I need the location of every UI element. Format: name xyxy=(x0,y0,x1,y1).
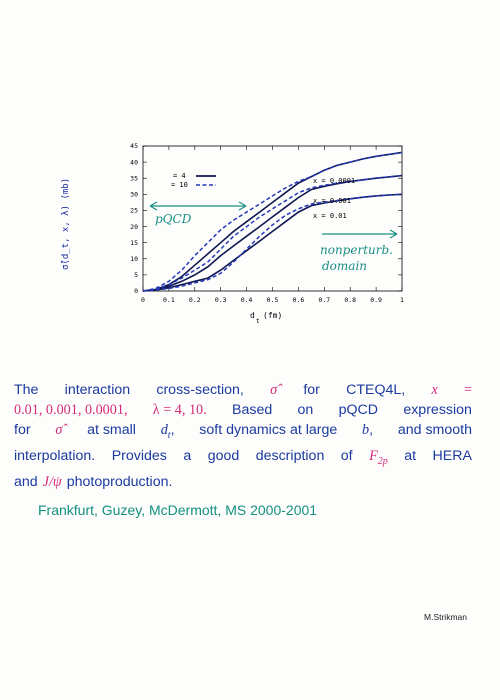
y-tick-label: 25 xyxy=(130,207,138,215)
caption-word: photoproduction. xyxy=(66,473,173,490)
caption-word: expression xyxy=(403,402,472,418)
x-tick-label: 1 xyxy=(400,296,404,304)
caption-word: CTEQ4L, xyxy=(346,382,406,398)
y-tick-label: 45 xyxy=(130,142,138,150)
caption-word: cross-section, xyxy=(156,382,244,398)
caption-word: a xyxy=(183,447,192,464)
caption-paragraph: The interaction cross-section, σ̂ for CT… xyxy=(14,380,472,492)
f2p-symbol: F xyxy=(369,447,378,464)
nonperturb-arrow xyxy=(322,229,398,239)
caption-word: and smooth xyxy=(397,422,472,438)
caption-line-2: 0.01, 0.001, 0.0001, λ = 4, 10. Based on… xyxy=(14,400,472,420)
y-tick-label: 35 xyxy=(130,174,138,182)
pqcd-arrow xyxy=(149,201,247,211)
x-tick-label: 0.6 xyxy=(293,296,305,304)
caption-word: Provides xyxy=(111,447,167,464)
y-tick-label: 20 xyxy=(130,223,138,231)
caption-word: interpolation. xyxy=(14,447,96,464)
caption-line-1: The interaction cross-section, σ̂ for CT… xyxy=(14,380,472,400)
caption-word: on xyxy=(297,402,314,418)
caption-word: , xyxy=(170,422,175,438)
x-axis-label-unit: (fm) xyxy=(263,311,282,320)
dashed-curve xyxy=(142,193,403,292)
caption-word: HERA xyxy=(432,447,472,464)
dt-subscript: t xyxy=(167,429,171,441)
x-axis-label-sub: t xyxy=(256,318,260,325)
legend-label: = 4 xyxy=(173,172,186,180)
caption-word: for xyxy=(303,382,320,398)
caption-word: of xyxy=(340,447,353,464)
x-axis-label-d: d xyxy=(250,311,255,320)
curve-label: x = 0.001 xyxy=(313,197,351,205)
curve-label: x = 0.0001 xyxy=(313,177,355,185)
sigma-hat-symbol: σ̂ xyxy=(55,422,63,438)
cross-section-chart: 0 5 10 15 20 25 30 35 40 45 0 0.1 0.2 0.3 0.4 0.5 0.6 0.7… xyxy=(60,142,404,325)
lambda-values: λ = 4, 10. xyxy=(152,402,207,418)
caption-word: and xyxy=(14,473,38,490)
f2p-subscript: 2p xyxy=(377,455,388,467)
jpsi-symbol: J/ψ xyxy=(42,473,62,490)
legend-label: = 10 xyxy=(171,181,188,189)
annotation-pqcd: pQCD xyxy=(155,212,192,226)
curve-label: x = 0.01 xyxy=(313,212,347,220)
dashed-curve xyxy=(142,174,403,292)
caption-word: good xyxy=(207,447,240,464)
annotation-nonperturb: nonperturb. xyxy=(320,243,393,257)
y-tick-label: 0 xyxy=(134,287,138,295)
caption-word: at small xyxy=(87,422,136,438)
b-symbol: b xyxy=(362,422,370,438)
x-tick-label: 0.3 xyxy=(215,296,227,304)
caption-word: at xyxy=(404,447,417,464)
y-axis-label: σ̂(d_t, x, λ) (mb) xyxy=(60,178,71,270)
x-tick-label: 0.8 xyxy=(344,296,356,304)
equals-symbol: = xyxy=(463,382,472,398)
x-tick-label: 0.9 xyxy=(370,296,382,304)
annotation-domain: domain xyxy=(322,259,367,273)
x-tick-label: 0.2 xyxy=(189,296,201,304)
dashed-curve xyxy=(142,151,403,292)
x-tick-label: 0 xyxy=(141,296,145,304)
caption-line-3: for σ̂ at small dt, soft dynamics at lar… xyxy=(14,420,472,446)
y-tick-label: 30 xyxy=(130,191,138,199)
caption-word: interaction xyxy=(64,382,131,398)
caption-word: soft dynamics at large xyxy=(199,422,338,438)
dt-symbol: d xyxy=(160,422,168,438)
caption-word: for xyxy=(14,422,31,438)
authors-credit: Frankfurt, Guzey, McDermott, MS 2000-200… xyxy=(38,502,318,518)
caption-word: Based xyxy=(232,402,273,418)
x-tick-label: 0.1 xyxy=(163,296,175,304)
x-tick-label: 0.4 xyxy=(241,296,253,304)
y-tick-label: 5 xyxy=(134,271,138,279)
caption-word: description xyxy=(255,447,325,464)
caption-word: pQCD xyxy=(338,402,379,418)
caption-line-4: interpolation. Provides a good descripti… xyxy=(14,446,472,472)
x-values: 0.01, 0.001, 0.0001, xyxy=(14,402,128,418)
solid-curve xyxy=(142,174,403,292)
y-tick-label: 15 xyxy=(130,239,138,247)
y-tick-label: 10 xyxy=(130,255,138,263)
sigma-hat-symbol: σ̂ xyxy=(270,382,278,398)
x-tick-label: 0.5 xyxy=(267,296,279,304)
x-symbol: x xyxy=(431,382,438,398)
caption-line-5: and J/ψ photoproduction. xyxy=(14,472,472,492)
x-tick-label: 0.7 xyxy=(318,296,330,304)
signature: M.Strikman xyxy=(424,612,467,622)
caption-word: , xyxy=(369,422,374,438)
y-tick-label: 40 xyxy=(130,158,138,166)
caption-word: The xyxy=(14,382,39,398)
